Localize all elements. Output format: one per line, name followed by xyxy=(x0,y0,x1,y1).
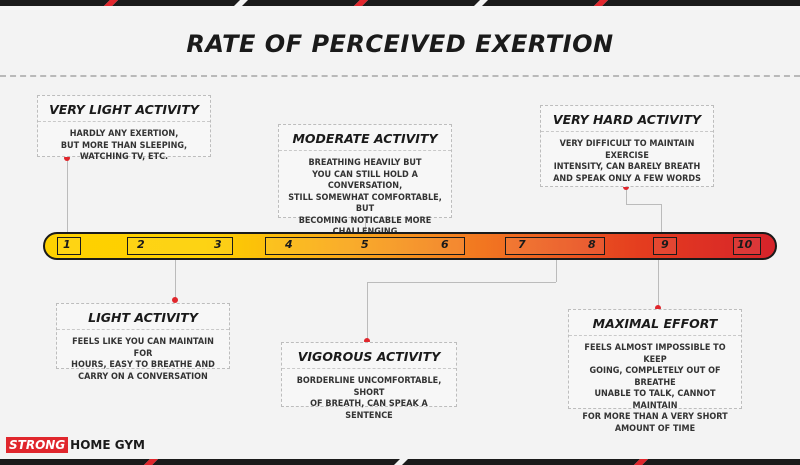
page-title: RATE OF PERCEIVED EXERTION xyxy=(186,30,614,58)
scale-segment-10 xyxy=(733,237,761,255)
level-box-moderate: MODERATE ACTIVITY BREATHING HEAVILY BUT … xyxy=(278,124,452,237)
level-title: MAXIMAL EFFORT xyxy=(569,310,741,336)
connector-dot xyxy=(364,338,370,344)
scale-number-4: 4 xyxy=(285,238,293,251)
title-divider xyxy=(0,75,800,77)
connector-dot xyxy=(655,305,661,311)
logo-strong: STRONG xyxy=(6,437,69,453)
bottom-stripe xyxy=(0,459,800,465)
level-description: FEELS LIKE YOU CAN MAINTAIN FOR HOURS, E… xyxy=(71,337,215,382)
brand-logo: STRONG HOME GYM xyxy=(6,437,145,453)
level-description: HARDLY ANY EXERTION, BUT MORE THAN SLEEP… xyxy=(60,129,188,162)
scale-number-1: 1 xyxy=(63,238,71,251)
exertion-scale-bar xyxy=(43,232,777,260)
level-title: VERY HARD ACTIVITY xyxy=(541,106,713,132)
scale-number-9: 9 xyxy=(661,238,669,251)
scale-number-8: 8 xyxy=(588,238,596,251)
connector xyxy=(175,260,176,300)
scale-segment-2-3 xyxy=(127,237,233,255)
connector-dot xyxy=(64,155,70,161)
level-description: FEELS ALMOST IMPOSSIBLE TO KEEP GOING, C… xyxy=(582,343,728,434)
scale-number-6: 6 xyxy=(441,238,449,251)
scale-number-3: 3 xyxy=(214,238,222,251)
level-box-very-light: VERY LIGHT ACTIVITY HARDLY ANY EXERTION,… xyxy=(37,95,211,162)
scale-number-7: 7 xyxy=(518,238,526,251)
level-box-light: LIGHT ACTIVITY FEELS LIKE YOU CAN MAINTA… xyxy=(56,303,230,382)
connector xyxy=(365,214,366,232)
scale-segment-4-6 xyxy=(265,237,465,255)
scale-segment-7-8 xyxy=(505,237,605,255)
level-box-vigorous: VIGOROUS ACTIVITY BORDERLINE UNCOMFORTAB… xyxy=(281,342,457,421)
connector xyxy=(367,282,556,283)
level-description: VERY DIFFICULT TO MAINTAIN EXERCISE INTE… xyxy=(553,139,701,184)
level-title: VIGOROUS ACTIVITY xyxy=(282,343,456,369)
scale-number-10: 10 xyxy=(737,238,753,251)
scale-number-5: 5 xyxy=(361,238,369,251)
top-stripe xyxy=(0,0,800,6)
connector xyxy=(556,260,557,282)
level-title: MODERATE ACTIVITY xyxy=(279,125,451,151)
logo-rest: HOME GYM xyxy=(70,438,145,452)
scale-number-2: 2 xyxy=(137,238,145,251)
connector xyxy=(661,204,662,232)
scale-segment-1 xyxy=(57,237,81,255)
level-box-very-hard: VERY HARD ACTIVITY VERY DIFFICULT TO MAI… xyxy=(540,105,714,187)
level-box-maximal: MAXIMAL EFFORT FEELS ALMOST IMPOSSIBLE T… xyxy=(568,309,742,434)
connector xyxy=(626,186,627,204)
connector-dot xyxy=(623,184,629,190)
level-title: LIGHT ACTIVITY xyxy=(57,304,229,330)
connector xyxy=(626,204,662,205)
connector xyxy=(67,158,68,232)
connector-dot xyxy=(172,297,178,303)
scale-segment-9 xyxy=(653,237,677,255)
connector xyxy=(658,260,659,308)
level-title: VERY LIGHT ACTIVITY xyxy=(38,96,210,122)
level-description: BORDERLINE UNCOMFORTABLE, SHORT OF BREAT… xyxy=(296,376,442,421)
connector xyxy=(367,282,368,340)
